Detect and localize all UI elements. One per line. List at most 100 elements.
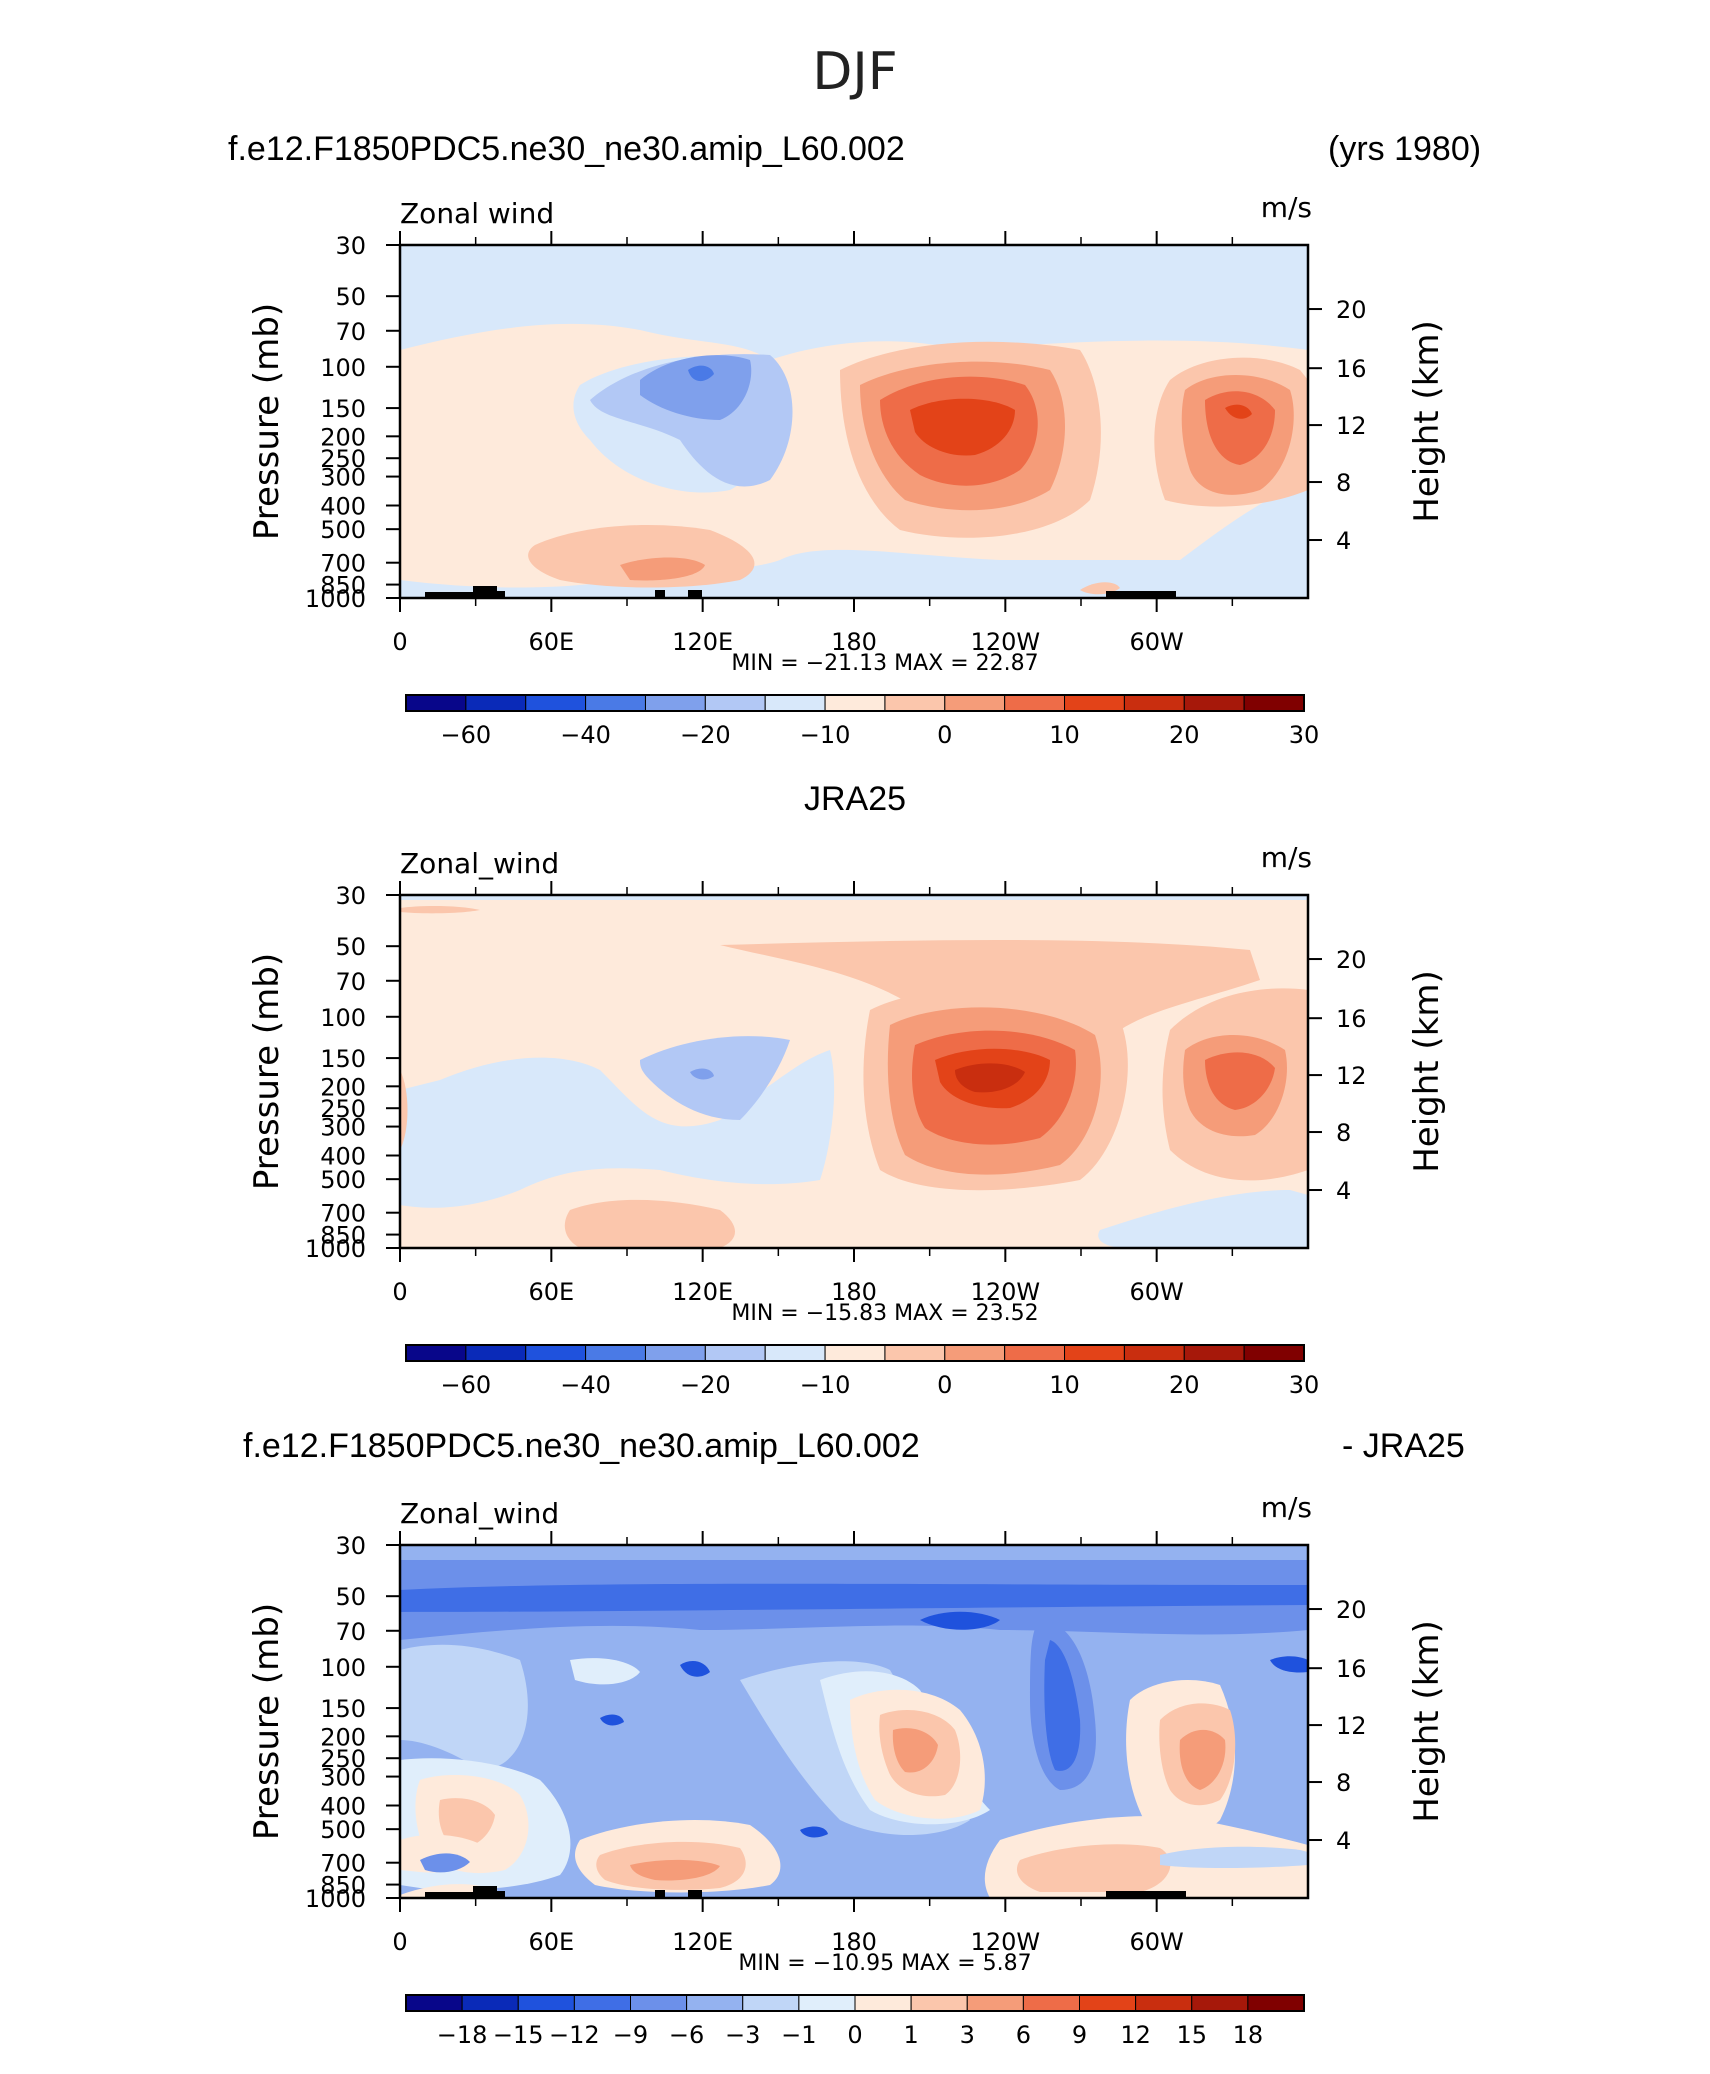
y-tick-label: 30 (335, 1532, 366, 1560)
y-tick-label: 50 (335, 933, 366, 961)
topography-bar (473, 586, 497, 598)
panel-1-title-right: (yrs 1980) (1328, 130, 1482, 168)
contour-fill-region (1179, 1729, 1226, 1790)
colorbar-label: −20 (680, 721, 731, 749)
colorbar-label: −3 (725, 2021, 760, 2049)
x-tick-label: 180 (831, 1278, 877, 1306)
y-tick-label: 850 (320, 1222, 366, 1250)
y-tick-label: 150 (320, 395, 366, 423)
contour-fill-region (570, 1658, 640, 1685)
colorbar: −60 −40 −20 −10 0 10 20 30 (405, 1344, 1319, 1399)
y-right-tick-label: 8 (1336, 1119, 1351, 1147)
y-right-tick-label: 4 (1336, 1827, 1351, 1855)
y-right-tick-label: 8 (1336, 469, 1351, 497)
colorbar-label: 30 (1289, 721, 1320, 749)
contour-fill-region (800, 1826, 828, 1838)
colorbar-label: −12 (549, 2021, 600, 2049)
colorbar-label: 1 (903, 2021, 918, 2049)
colorbar: −18 −15 −12 −9 −6 −3 −1 0 1 3 6 9 12 15 18 (405, 1994, 1305, 2049)
contour-fill-region (1044, 1640, 1081, 1771)
panel-3-title-left: f.e12.F1850PDC5.ne30_ne30.amip_L60.002 (243, 1427, 920, 1465)
colorbar-label: 12 (1120, 2021, 1151, 2049)
contour-fill-region (1225, 404, 1252, 419)
colorbar-label: 6 (1016, 2021, 1031, 2049)
y-tick-label: 300 (320, 1114, 366, 1142)
panel-2-chart: 0 60E 120E 180 120W 60W3050701001502002503004… (247, 841, 1447, 1399)
colorbar-label: 10 (1049, 721, 1080, 749)
y-tick-label: 850 (320, 1872, 366, 1900)
topography-bar (497, 591, 505, 598)
colorbar-label: −40 (560, 1371, 611, 1399)
y-right-axis-label: Height (km) (1407, 970, 1447, 1173)
y-right-tick-label: 12 (1336, 1712, 1367, 1740)
x-tick-label: 60W (1130, 1278, 1184, 1306)
x-tick-label: 180 (831, 1928, 877, 1956)
x-tick-label: 120E (672, 1278, 733, 1306)
contour-fill-region (400, 905, 480, 914)
y-axis-label: Pressure (mb) (247, 953, 287, 1190)
contour-fill-region (910, 398, 1015, 456)
colorbar-label: 18 (1233, 2021, 1264, 2049)
y-tick-label: 700 (320, 1850, 366, 1878)
contour-fill-region (955, 1063, 1025, 1093)
x-tick-label: 60E (528, 628, 574, 656)
y-tick-label: 250 (320, 1745, 366, 1773)
y-axis-label: Pressure (mb) (247, 303, 287, 540)
y-tick-label: 70 (335, 1618, 366, 1646)
contour-field (400, 895, 1308, 1248)
topography-bar (425, 1892, 473, 1898)
colorbar-swatch (966, 1994, 1024, 2012)
y-tick-label: 500 (320, 516, 366, 544)
topography-bar (497, 1891, 505, 1898)
colorbar-label: −20 (680, 1371, 731, 1399)
contour-fill-region (620, 557, 705, 581)
x-tick-label: 60W (1130, 628, 1184, 656)
contour-fill-region (1098, 1190, 1308, 1248)
panel-1-chart: 0 60E 120E 180 120W 60W3050701001502002503004… (247, 191, 1447, 749)
y-tick-label: 50 (335, 1583, 366, 1611)
y-tick-label: 200 (320, 1073, 366, 1101)
y-tick-label: 300 (320, 1764, 366, 1792)
colorbar-swatch (1079, 1994, 1137, 2012)
units-label: m/s (1261, 841, 1312, 874)
x-tick-label: 120W (971, 628, 1041, 656)
y-right-axis-label: Height (km) (1407, 320, 1447, 523)
colorbar-frame (405, 694, 1305, 712)
contour-fill-region (1016, 1844, 1171, 1892)
y-tick-label: 700 (320, 1200, 366, 1228)
topography-bar (688, 590, 702, 598)
x-tick-label: 120E (672, 628, 733, 656)
colorbar-label: −9 (613, 2021, 648, 2049)
panel-1-title-left: f.e12.F1850PDC5.ne30_ne30.amip_L60.002 (228, 130, 905, 168)
x-tick-label: 0 (392, 1278, 407, 1306)
colorbar-label: 9 (1072, 2021, 1087, 2049)
contour-field (400, 1545, 1308, 1898)
y-tick-label: 200 (320, 423, 366, 451)
y-right-tick-label: 16 (1336, 1655, 1367, 1683)
panel-3-title-right: - JRA25 (1342, 1427, 1465, 1465)
colorbar-swatch (742, 1994, 800, 2012)
contour-fill-region (690, 1068, 714, 1080)
colorbar-swatch (1247, 1994, 1305, 2012)
units-label: m/s (1261, 191, 1312, 224)
y-right-axis-label: Height (km) (1407, 1620, 1447, 1823)
colorbar-swatch (630, 1994, 688, 2012)
x-tick-label: 0 (392, 1928, 407, 1956)
contour-fill-region (688, 365, 714, 382)
colorbar-label: 0 (847, 2021, 862, 2049)
contour-fill-region (564, 1199, 735, 1248)
x-tick-label: 120E (672, 1928, 733, 1956)
colorbar-swatch (1191, 1994, 1249, 2012)
colorbar-swatch (854, 1994, 912, 2012)
y-tick-label: 150 (320, 1695, 366, 1723)
contour-fill-region (680, 1660, 710, 1677)
colorbar-swatch (910, 1994, 968, 2012)
contour-fill-region (400, 1583, 1308, 1612)
y-tick-label: 100 (320, 1004, 366, 1032)
x-tick-label: 60E (528, 1278, 574, 1306)
colorbar-swatch (686, 1994, 744, 2012)
y-right-tick-label: 20 (1336, 946, 1367, 974)
colorbar-label: 10 (1049, 1371, 1080, 1399)
x-tick-label: 120W (971, 1928, 1041, 1956)
